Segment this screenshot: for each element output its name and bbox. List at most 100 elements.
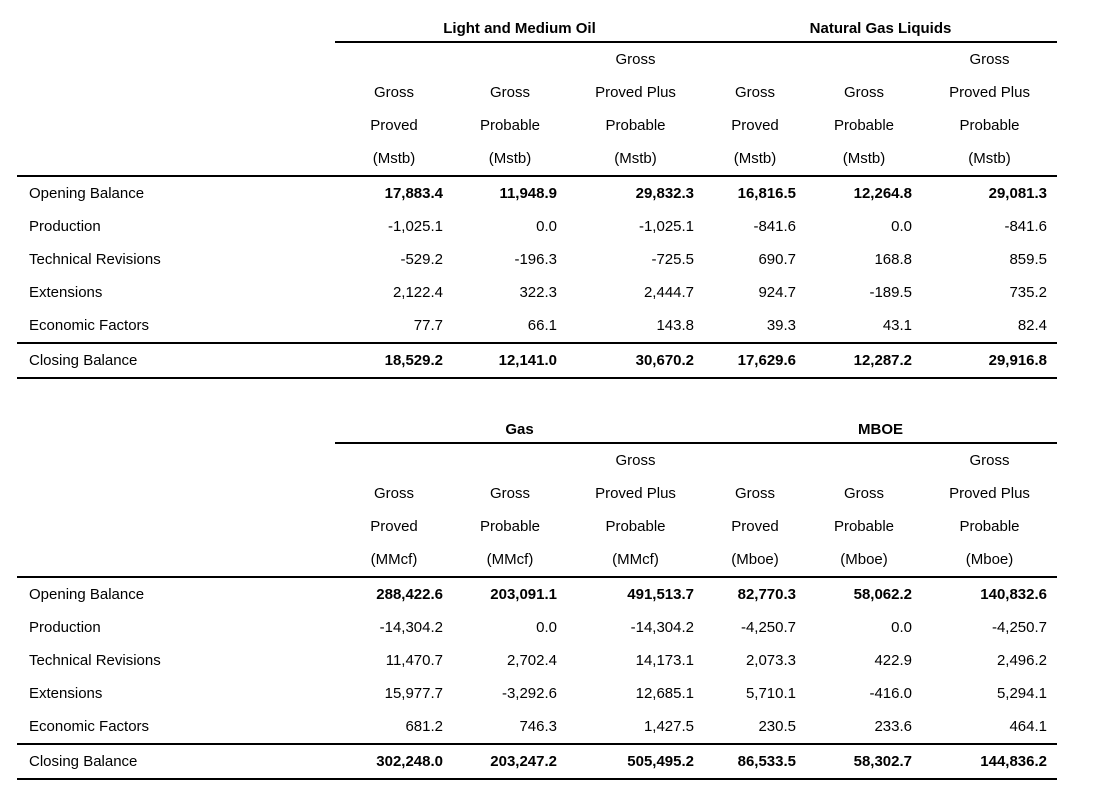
row-label: Extensions <box>29 685 103 702</box>
cell-value: -529.2 <box>400 251 443 268</box>
cell-value: -189.5 <box>869 284 913 301</box>
cell-value: -841.6 <box>753 218 797 235</box>
cell-value: 16,816.5 <box>737 185 797 202</box>
row-label: Economic Factors <box>29 317 150 334</box>
cell-value: 690.7 <box>758 251 797 268</box>
cell-value: 11,948.9 <box>499 185 557 202</box>
column-header: Gross Probable (Mboe) <box>806 443 922 578</box>
group-header-gas: Gas <box>335 411 704 444</box>
group-header-row: Light and Medium Oil Natural Gas Liquids <box>17 10 1058 43</box>
cell-value: 5,294.1 <box>996 685 1047 702</box>
cell-value: 491,513.7 <box>627 586 694 603</box>
table-row-economic-factors: Economic Factors 681.2 746.3 1,427.5 230… <box>17 710 1057 744</box>
column-header: Gross Proved (Mboe) <box>704 443 806 578</box>
cell-value: -14,304.2 <box>630 619 694 636</box>
cell-value: 12,685.1 <box>635 685 694 702</box>
cell-value: 11,470.7 <box>385 652 443 669</box>
cell-value: 322.3 <box>519 284 557 301</box>
cell-value: 168.8 <box>874 251 913 268</box>
cell-value: 2,444.7 <box>643 284 695 301</box>
cell-value: 5,710.1 <box>745 685 796 702</box>
table-row-opening-balance: Opening Balance 288,422.6 203,091.1 491,… <box>17 577 1057 611</box>
column-header: Gross Proved Plus Probable (Mstb) <box>922 42 1058 177</box>
table-row-closing-balance: Closing Balance 18,529.2 12,141.0 30,670… <box>17 342 1058 379</box>
cell-value: 203,247.2 <box>453 743 567 780</box>
cell-value: 15,977.7 <box>384 685 443 702</box>
cell-value: -725.5 <box>651 251 695 268</box>
cell-value: 12,287.2 <box>806 342 923 379</box>
row-label: Closing Balance <box>17 342 335 379</box>
cell-value: -4,250.7 <box>991 619 1047 636</box>
row-label: Opening Balance <box>29 185 145 202</box>
column-header: Gross Proved (MMcf) <box>335 443 453 578</box>
cell-value: 0.0 <box>891 619 912 636</box>
column-header: Gross Proved Plus Probable (Mstb) <box>567 42 705 177</box>
cell-value: 39.3 <box>766 317 797 334</box>
table-row-economic-factors: Economic Factors 77.7 66.1 143.8 39.3 43… <box>17 309 1057 343</box>
cell-value: -3,292.6 <box>501 685 557 702</box>
cell-value: 86,533.5 <box>704 743 806 780</box>
table-row-production: Production -14,304.2 0.0 -14,304.2 -4,25… <box>17 611 1057 644</box>
oil-ngl-reserves-table: Light and Medium Oil Natural Gas Liquids… <box>17 10 1058 379</box>
cell-value: 230.5 <box>758 718 796 735</box>
cell-value: 43.1 <box>882 317 913 334</box>
table-row-extensions: Extensions 2,122.4 322.3 2,444.7 924.7 -… <box>17 276 1057 309</box>
cell-value: 2,702.4 <box>506 652 557 669</box>
cell-value: 30,670.2 <box>567 342 705 379</box>
row-label: Closing Balance <box>17 743 335 780</box>
spacer-cell <box>17 411 335 443</box>
cell-value: 0.0 <box>536 218 557 235</box>
spacer-cell <box>17 10 335 42</box>
cell-value: 505,495.2 <box>567 743 704 780</box>
row-label: Technical Revisions <box>29 652 161 669</box>
spacer-cell <box>17 42 335 177</box>
row-label: Economic Factors <box>29 718 150 735</box>
cell-value: 12,141.0 <box>453 342 567 379</box>
table-row-technical-revisions: Technical Revisions -529.2 -196.3 -725.5… <box>17 243 1057 276</box>
cell-value: 82,770.3 <box>737 586 796 603</box>
cell-value: 77.7 <box>413 317 443 334</box>
cell-value: 0.0 <box>891 218 913 235</box>
group-header-row: Gas MBOE <box>17 411 1057 444</box>
cell-value: 18,529.2 <box>335 342 453 379</box>
group-header-light-medium-oil: Light and Medium Oil <box>335 10 705 43</box>
cell-value: 143.8 <box>656 317 695 334</box>
cell-value: 58,062.2 <box>853 586 912 603</box>
cell-value: 29,832.3 <box>635 185 695 202</box>
cell-value: 2,496.2 <box>996 652 1047 669</box>
cell-value: -841.6 <box>1004 218 1048 235</box>
row-label: Opening Balance <box>29 586 145 603</box>
table-row-production: Production -1,025.1 0.0 -1,025.1 -841.6 … <box>17 210 1057 243</box>
cell-value: 422.9 <box>874 652 912 669</box>
cell-value: 66.1 <box>527 317 557 334</box>
row-label: Production <box>29 218 101 235</box>
cell-value: -14,304.2 <box>379 619 443 636</box>
spacer-cell <box>17 443 335 578</box>
cell-value: 233.6 <box>874 718 912 735</box>
cell-value: -1,025.1 <box>638 218 695 235</box>
cell-value: -416.0 <box>869 685 912 702</box>
cell-value: 140,832.6 <box>980 586 1047 603</box>
cell-value: -1,025.1 <box>387 218 443 235</box>
cell-value: -196.3 <box>514 251 557 268</box>
cell-value: 1,427.5 <box>643 718 694 735</box>
cell-value: 859.5 <box>1009 251 1048 268</box>
cell-value: 144,836.2 <box>922 743 1057 780</box>
column-header: Gross Proved Plus Probable (Mboe) <box>922 443 1057 578</box>
table-row-extensions: Extensions 15,977.7 -3,292.6 12,685.1 5,… <box>17 677 1057 710</box>
cell-value: -4,250.7 <box>740 619 796 636</box>
cell-value: 29,081.3 <box>988 185 1048 202</box>
gas-mboe-reserves-table: Gas MBOE Gross Proved (MMcf) Gross Proba… <box>17 411 1057 780</box>
cell-value: 82.4 <box>1017 317 1048 334</box>
column-header: Gross Probable (Mstb) <box>453 42 567 177</box>
cell-value: 464.1 <box>1009 718 1047 735</box>
cell-value: 12,264.8 <box>853 185 913 202</box>
cell-value: 203,091.1 <box>490 586 557 603</box>
group-header-natural-gas-liquids: Natural Gas Liquids <box>704 10 1058 43</box>
cell-value: 17,883.4 <box>384 185 443 202</box>
cell-value: 681.2 <box>405 718 443 735</box>
cell-value: 0.0 <box>536 619 557 636</box>
row-label: Extensions <box>29 284 103 301</box>
group-header-mboe: MBOE <box>704 411 1057 444</box>
